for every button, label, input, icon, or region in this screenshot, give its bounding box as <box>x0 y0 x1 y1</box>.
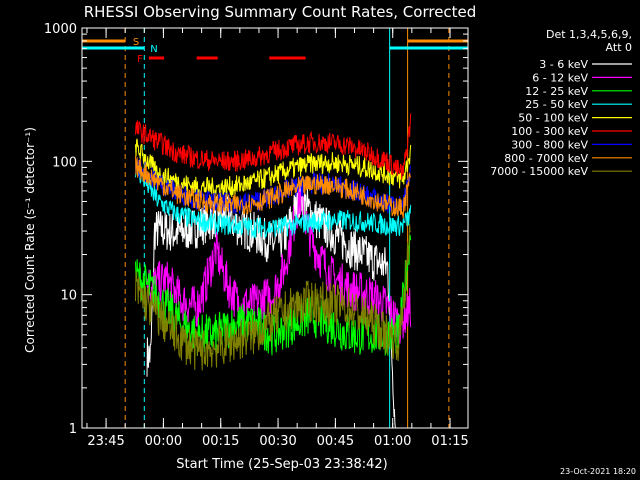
legend-label-6: 300 - 800 keV <box>511 138 588 151</box>
chart-title: RHESSI Observing Summary Count Rates, Co… <box>84 3 477 21</box>
legend-label-8: 7000 - 15000 keV <box>490 165 588 178</box>
series-group <box>135 113 412 429</box>
x-tick-label-4: 00:45 <box>317 434 354 449</box>
x-tick-label-2: 00:15 <box>202 434 239 449</box>
plot-frame <box>81 27 469 429</box>
series-line-5 <box>135 113 412 180</box>
x-tick-label-5: 01:00 <box>374 434 411 449</box>
legend-label-7: 800 - 7000 keV <box>504 152 588 165</box>
y-axis-label: Corrected Count Rate (s⁻¹ detector⁻¹) <box>23 127 37 353</box>
legend-label-0: 3 - 6 keV <box>539 58 588 71</box>
y-tick-label-2: 100 <box>52 155 77 170</box>
legend-label-1: 6 - 12 keV <box>532 71 588 84</box>
series-line-8 <box>135 224 411 371</box>
x-tick-label-3: 00:30 <box>259 434 296 449</box>
series-line-3 <box>135 161 412 239</box>
series-line-4 <box>135 138 412 200</box>
legend-label-5: 100 - 300 keV <box>511 125 588 138</box>
y-tick-label-0: 1 <box>69 422 77 437</box>
legend-label-2: 12 - 25 keV <box>525 85 588 98</box>
flag-label-N: N <box>150 44 157 55</box>
footer-timestamp: 23-Oct-2021 18:20 <box>560 467 636 476</box>
legend-label-4: 50 - 100 keV <box>518 112 588 125</box>
flag-label-F: F <box>137 54 143 65</box>
legend-label-3: 25 - 50 keV <box>525 98 588 111</box>
x-tick-label-1: 00:00 <box>145 434 182 449</box>
x-tick-label-6: 01:15 <box>431 434 468 449</box>
x-axis-label: Start Time (25-Sep-03 23:38:42) <box>176 457 387 472</box>
series-line-1 <box>146 181 412 344</box>
series-line-7 <box>135 155 412 219</box>
x-tick-label-0: 23:45 <box>87 434 124 449</box>
y-tick-label-1: 10 <box>60 289 77 304</box>
y-tick-label-3: 1000 <box>44 22 77 37</box>
series-line-0 <box>146 179 396 429</box>
legend-header-line-1: Det 1,3,4,5,6,9, <box>546 28 632 41</box>
flag-label-S: S <box>133 37 139 48</box>
legend-header-line-2: Att 0 <box>606 41 632 54</box>
